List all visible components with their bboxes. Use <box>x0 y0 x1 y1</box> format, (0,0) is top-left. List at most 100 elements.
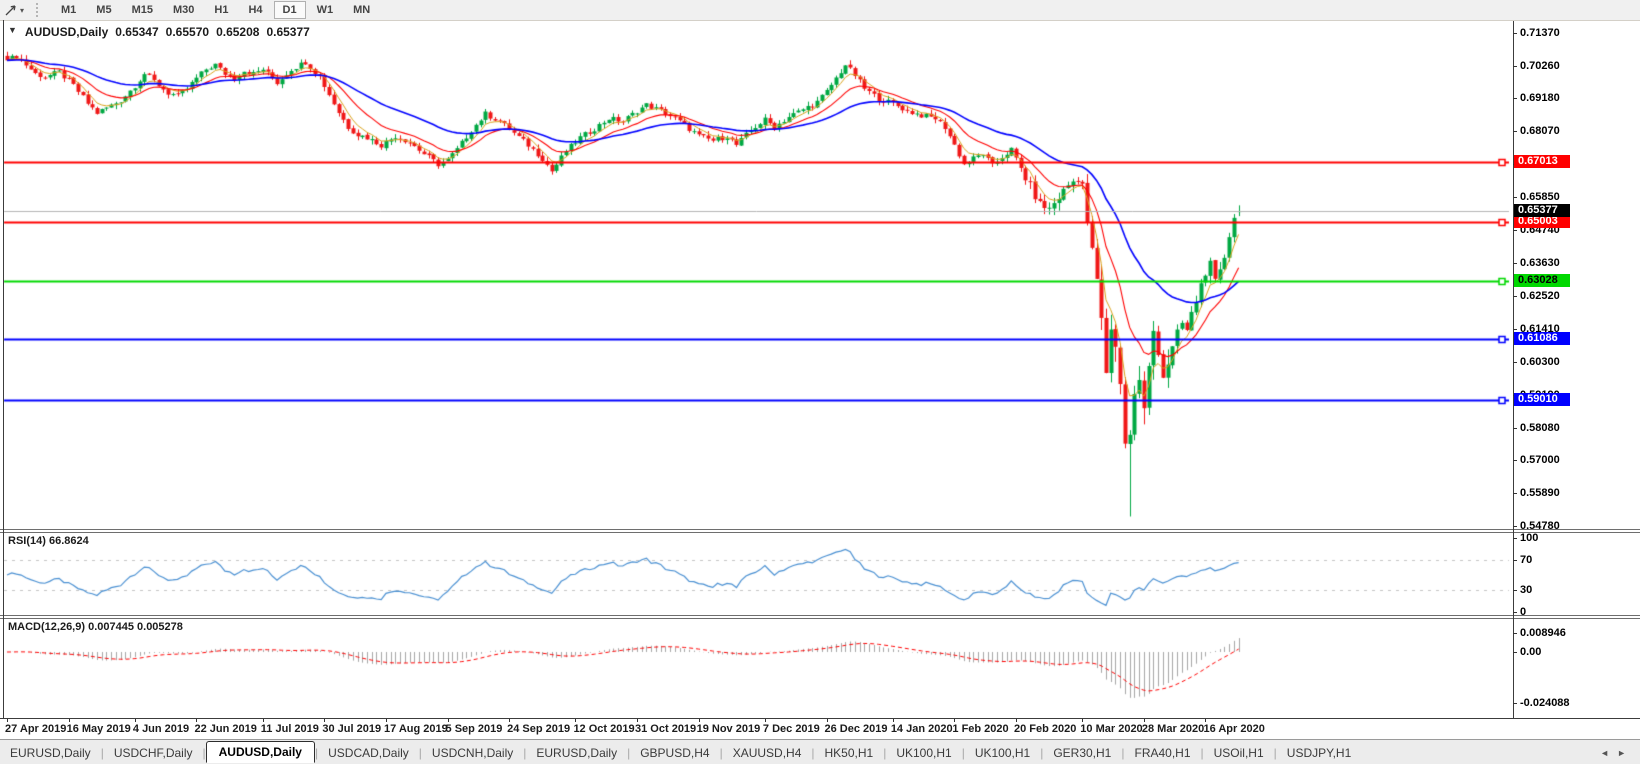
open-value: 0.65347 <box>115 25 159 39</box>
price-tick-label: 0.58080 <box>1520 421 1560 434</box>
tab-eurusd-daily[interactable]: EURUSD,Daily <box>536 745 618 760</box>
level-price-badge[interactable]: 0.61086 <box>1514 331 1570 345</box>
date-tick-mark <box>892 719 894 722</box>
close-value: 0.65377 <box>266 25 310 39</box>
date-tick-mark <box>1143 719 1145 722</box>
rsi-tick-label: 0 <box>1520 606 1527 618</box>
timeframe-button-d1[interactable]: D1 <box>273 1 306 19</box>
current-price-badge: 0.65377 <box>1514 204 1570 218</box>
tab-fra40-h1[interactable]: FRA40,H1 <box>1134 745 1191 760</box>
tab-usdchf-daily[interactable]: USDCHF,Daily <box>113 745 193 760</box>
toolbar: ▾ M1 M5 M15 M30 H1 H4 D1 W1 MN <box>0 0 1640 21</box>
price-tick-mark <box>1513 328 1517 330</box>
timeframe-button-mn[interactable]: MN <box>353 4 371 16</box>
date-tick-mark <box>1082 719 1084 722</box>
price-tick-mark <box>1513 460 1517 462</box>
price-tick-label: 0.63630 <box>1520 257 1560 269</box>
price-tick-label: 0.62520 <box>1520 289 1560 302</box>
tab-eurusd-daily[interactable]: EURUSD,Daily <box>10 745 91 760</box>
date-label: 19 Nov 2019 <box>696 723 761 735</box>
tab-usoil-h1[interactable]: USOil,H1 <box>1213 745 1264 760</box>
tab-separator: | <box>418 745 422 760</box>
timeframe-button-h1[interactable]: H1 <box>214 4 229 16</box>
date-label: 7 Dec 2019 <box>762 723 820 735</box>
date-axis[interactable]: 27 Apr 2019 16 May 2019 4 Jun 2019 22 Jun 2… <box>0 718 1640 740</box>
level-price-badge[interactable]: 0.63028 <box>1514 273 1570 287</box>
price-tick-mark <box>1513 361 1517 363</box>
date-label: 16 May 2019 <box>66 723 131 735</box>
price-tick-label: 0.69180 <box>1520 92 1560 105</box>
date-tick-mark <box>324 719 326 722</box>
tab-usdcad-daily[interactable]: USDCAD,Daily <box>328 745 409 760</box>
rsi-tick-label: 30 <box>1520 583 1533 596</box>
macd-tick-mark <box>1513 702 1517 704</box>
rsi-tick-mark <box>1513 560 1517 562</box>
date-tick-mark <box>447 719 449 722</box>
price-tick-label: 0.60300 <box>1520 355 1560 368</box>
date-tick-mark <box>637 719 639 722</box>
price-tick-mark <box>1513 98 1517 100</box>
price-tick-mark <box>1513 65 1517 67</box>
date-tick-mark <box>698 719 700 722</box>
timeframe-button-h4[interactable]: H4 <box>248 4 263 16</box>
timeframe-button-m15[interactable]: M15 <box>131 4 153 16</box>
tab-usdjpy-h1[interactable]: USDJPY,H1 <box>1286 745 1352 760</box>
rsi-tick-label: 100 <box>1520 532 1539 544</box>
price-tick-label: 0.70260 <box>1520 59 1560 72</box>
tab-uk100-h1[interactable]: UK100,H1 <box>896 745 952 760</box>
price-tick-mark <box>1513 197 1517 199</box>
timeframe-button-m1[interactable]: M1 <box>61 4 77 16</box>
date-label: 30 Jul 2019 <box>322 723 382 735</box>
price-tick-label: 0.57000 <box>1520 454 1560 467</box>
date-tick-mark <box>196 719 198 722</box>
price-tick-mark <box>1513 230 1517 232</box>
date-label: 12 Oct 2019 <box>573 723 635 735</box>
timeframe-button-m30[interactable]: M30 <box>172 4 195 16</box>
date-tick-mark <box>509 719 511 722</box>
price-tick-mark <box>1513 131 1517 133</box>
rsi-chart[interactable] <box>0 531 1513 615</box>
rsi-tick-label: 70 <box>1520 554 1533 567</box>
tab-uk100-h1[interactable]: UK100,H1 <box>974 745 1031 760</box>
tab-separator: | <box>1273 745 1277 760</box>
tab-scroll-right-icon[interactable]: ► <box>1617 747 1626 758</box>
date-tick-mark <box>954 719 956 722</box>
date-label: 4 Jun 2019 <box>132 723 190 735</box>
macd-label: MACD(12,26,9) 0.007445 0.005278 <box>8 621 183 633</box>
tab-separator: | <box>811 745 815 760</box>
tab-gbpusd-h4[interactable]: GBPUSD,H4 <box>640 745 710 760</box>
tab-hk50-h1[interactable]: HK50,H1 <box>824 745 874 760</box>
macd-tick-label: 0.00 <box>1520 646 1542 658</box>
macd-tick-label: -0.024088 <box>1520 696 1570 709</box>
macd-chart[interactable] <box>0 617 1513 718</box>
timeframe-button-w1[interactable]: W1 <box>316 4 334 16</box>
toolbar-grip[interactable] <box>36 3 42 17</box>
collapse-arrow-icon[interactable]: ▼ <box>8 25 17 35</box>
tab-ger30-h1[interactable]: GER30,H1 <box>1053 745 1112 760</box>
price-tick-label: 0.68070 <box>1520 125 1560 138</box>
date-label: 16 Apr 2020 <box>1203 723 1265 735</box>
level-price-badge[interactable]: 0.67013 <box>1514 155 1570 169</box>
tab-scroll-left-icon[interactable]: ◄ <box>1600 747 1610 758</box>
tab-xauusd-h4[interactable]: XAUUSD,H4 <box>732 745 802 760</box>
chart-cursor-icon[interactable] <box>4 4 18 17</box>
date-label: 20 Feb 2020 <box>1013 723 1077 735</box>
date-tick-mark <box>1205 719 1207 722</box>
macd-tick-mark <box>1513 633 1517 635</box>
price-tick-label: 0.65850 <box>1520 191 1560 204</box>
tab-usdcnh-daily[interactable]: USDCNH,Daily <box>431 745 514 760</box>
date-label: 28 Mar 2020 <box>1141 723 1205 735</box>
date-tick-mark <box>385 719 387 722</box>
timeframe-button-m5[interactable]: M5 <box>96 4 112 16</box>
low-value: 0.65208 <box>216 25 260 39</box>
tab-nav: ◄ ► <box>1600 748 1626 758</box>
tab-separator: | <box>1121 745 1125 760</box>
dropdown-caret-icon[interactable]: ▾ <box>20 5 25 15</box>
level-price-badge[interactable]: 0.65003 <box>1514 215 1570 229</box>
chart-tab-bar: EURUSD,Daily | USDCHF,Daily | AUDUSD,Daily | U… <box>0 739 1640 764</box>
tab-separator: | <box>314 745 319 760</box>
tab-audusd-daily[interactable]: AUDUSD,Daily <box>205 741 315 763</box>
price-chart[interactable] <box>0 21 1513 529</box>
tab-separator: | <box>100 745 104 760</box>
level-price-badge[interactable]: 0.59010 <box>1514 393 1570 407</box>
